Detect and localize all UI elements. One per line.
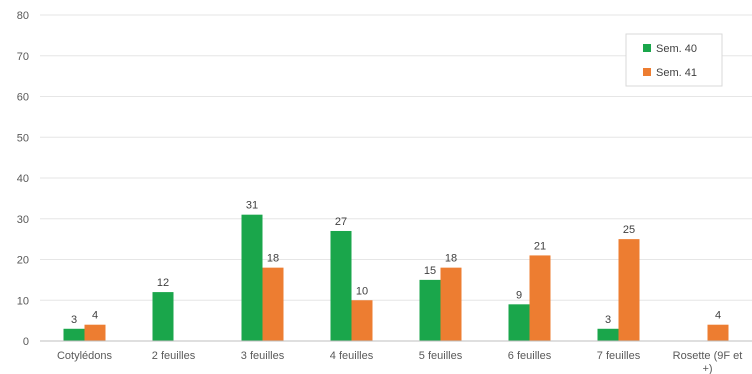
bars: [63, 214, 729, 341]
bar-sem-41-7: [707, 324, 729, 341]
bar-sem-40-0: [63, 328, 85, 341]
data-label: 3: [605, 314, 611, 326]
data-label: 9: [516, 289, 522, 301]
gridlines: [40, 14, 752, 301]
y-tick-label: 60: [17, 92, 29, 104]
x-tick-label: Cotylédons: [57, 350, 113, 362]
y-tick-label: 0: [23, 336, 29, 348]
bar-sem-41-2: [262, 267, 284, 341]
bar-sem-40-6: [597, 328, 619, 341]
y-tick-label: 10: [17, 295, 29, 307]
y-tick-label: 80: [17, 10, 29, 22]
data-label: 12: [157, 277, 169, 289]
data-label: 25: [623, 224, 635, 236]
bar-sem-41-3: [351, 300, 373, 341]
bar-sem-41-0: [84, 324, 106, 341]
data-label: 4: [715, 310, 721, 322]
legend-swatch-sem-41: [643, 68, 651, 76]
data-label: 3: [71, 314, 77, 326]
x-tick-label: 3 feuilles: [241, 350, 285, 362]
x-tick-label: 7 feuilles: [597, 350, 641, 362]
x-tick-label: Rosette (9F et +): [673, 350, 743, 374]
data-label: 15: [424, 265, 436, 277]
x-tick-label: 5 feuilles: [419, 350, 463, 362]
x-tick-label: 2 feuilles: [152, 350, 196, 362]
data-label: 18: [445, 253, 457, 265]
data-labels: 3 4 12 31 18 27 10 15 18 9 21 3 25 4: [71, 200, 721, 326]
legend-label-sem-40: Sem. 40: [656, 43, 697, 55]
x-tick-label: 4 feuilles: [330, 350, 374, 362]
legend: Sem. 40 Sem. 41: [625, 33, 723, 87]
legend-label-sem-41: Sem. 41: [656, 67, 697, 79]
bar-sem-40-3: [330, 230, 352, 341]
bar-sem-41-5: [529, 255, 551, 341]
data-label: 10: [356, 285, 368, 297]
y-tick-label: 40: [17, 173, 29, 185]
bar-sem-40-1: [152, 292, 174, 341]
bar-sem-41-6: [618, 239, 640, 341]
y-tick-label: 70: [17, 51, 29, 63]
bar-sem-40-2: [241, 214, 263, 341]
x-axis-ticks: Cotylédons 2 feuilles 3 feuilles 4 feuilles…: [57, 350, 742, 374]
bar-sem-40-4: [419, 279, 441, 341]
legend-box: [625, 33, 723, 87]
data-label: 31: [246, 200, 258, 212]
data-label: 27: [335, 216, 347, 228]
x-tick-label: 6 feuilles: [508, 350, 552, 362]
data-label: 21: [534, 240, 546, 252]
y-axis-ticks: 0 10 20 30 40 50 60 70 80: [17, 10, 29, 348]
y-tick-label: 30: [17, 214, 29, 226]
data-label: 4: [92, 310, 98, 322]
bar-sem-40-5: [508, 304, 530, 341]
data-label: 18: [267, 253, 279, 265]
y-tick-label: 50: [17, 132, 29, 144]
legend-swatch-sem-40: [643, 44, 651, 52]
y-tick-label: 20: [17, 255, 29, 267]
bar-sem-41-4: [440, 267, 462, 341]
